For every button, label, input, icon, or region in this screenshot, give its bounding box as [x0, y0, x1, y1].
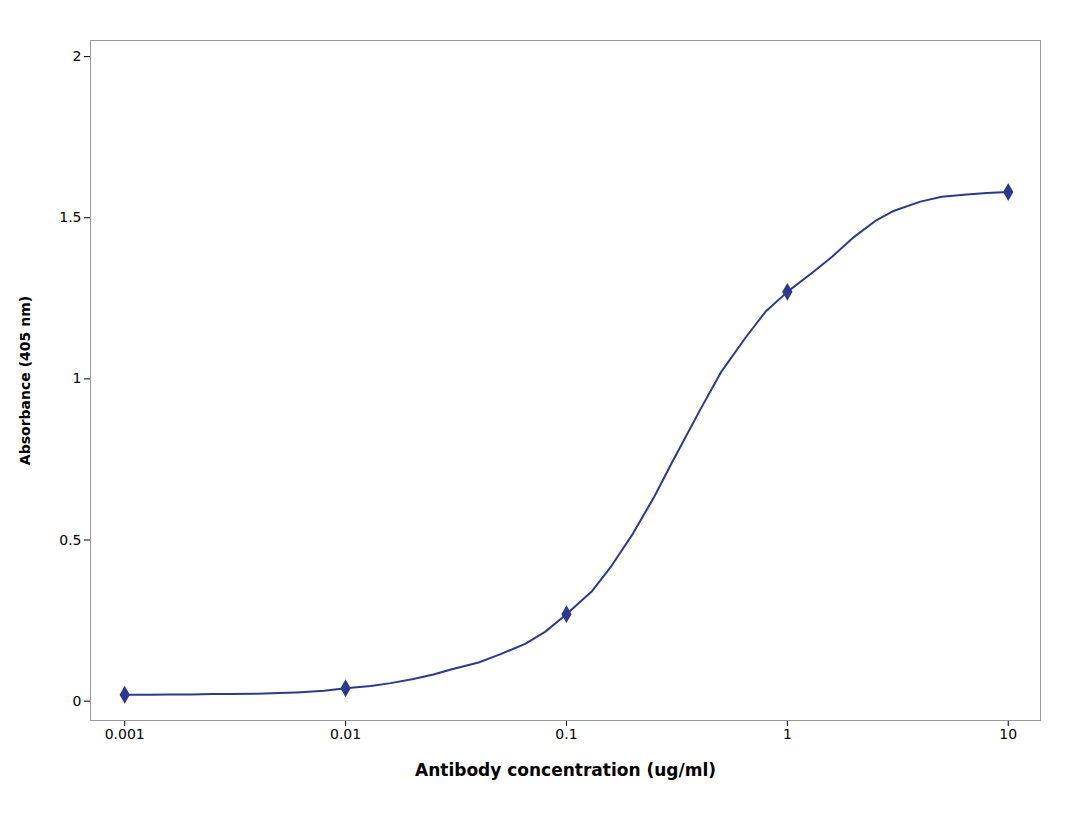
svg-text:1.5: 1.5: [59, 209, 81, 225]
svg-text:0: 0: [73, 693, 82, 709]
svg-text:1: 1: [783, 726, 792, 742]
svg-text:0.5: 0.5: [59, 532, 81, 548]
svg-text:0.01: 0.01: [330, 726, 361, 742]
svg-text:2: 2: [73, 48, 82, 64]
svg-text:Antibody concentration (ug/ml): Antibody concentration (ug/ml): [415, 760, 716, 780]
svg-text:0.1: 0.1: [555, 726, 577, 742]
svg-text:1: 1: [73, 370, 82, 386]
svg-text:Absorbance (405 nm): Absorbance (405 nm): [17, 296, 33, 465]
svg-text:0.001: 0.001: [105, 726, 145, 742]
svg-text:10: 10: [999, 726, 1017, 742]
